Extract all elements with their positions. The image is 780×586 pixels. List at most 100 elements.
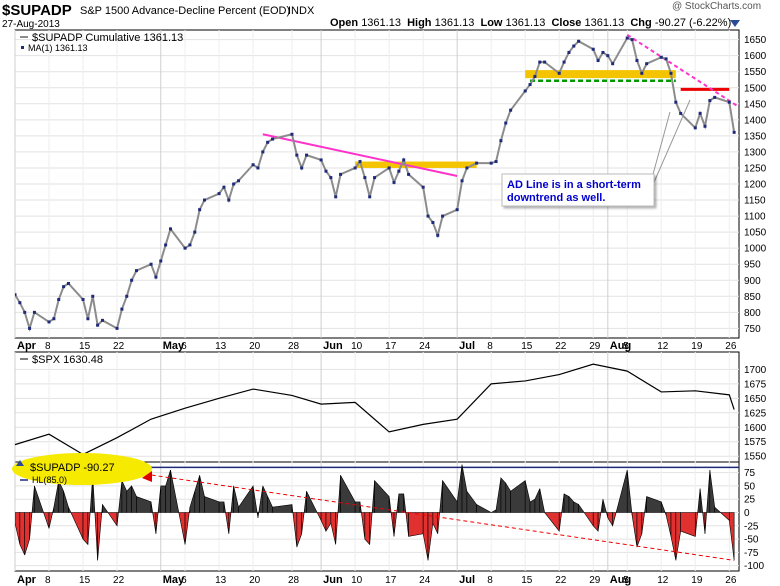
day-label-bottom: 17 [385,575,397,586]
indicator-area [694,512,699,537]
main-y-tick-label: 900 [744,276,761,287]
ma-point [596,58,600,62]
indicator-area [116,512,119,526]
symbol-title: $SUPADP [2,2,72,19]
main-y-tick-label: 1150 [744,196,766,207]
day-label-top: 20 [249,341,261,352]
spx-legend: $SPX 1630.48 [32,354,103,366]
ma-point [402,158,406,162]
ma-point [86,317,90,321]
ma-point [572,44,576,48]
ma-point [557,71,561,75]
indicator-area [92,475,96,513]
day-label-top: 8 [45,341,51,352]
ma-point [251,163,255,167]
day-label-top: 29 [589,341,601,352]
ma-point [645,62,649,66]
ma-point [606,54,610,58]
ma-point [159,259,163,263]
ma-point [329,176,333,180]
main-y-tick-label: 1250 [744,163,767,174]
indicator-area [437,512,441,534]
day-label-top: 10 [351,341,363,352]
ma-point [57,298,61,301]
day-label-top: 24 [419,341,431,352]
month-label-top: May [163,340,185,352]
ma-point [475,161,479,165]
indicator-area [393,512,398,537]
ma-point [319,158,323,162]
indicator-area [29,512,33,540]
indicator-area [529,498,536,513]
spx-y-tick-label: 1700 [744,365,767,376]
day-label-top: 22 [113,341,125,352]
day-label-bottom: 22 [113,575,125,586]
indicator-area [699,488,704,513]
indicator-area [369,512,373,545]
ma-point [164,243,168,247]
exchange-label: INDX [288,5,315,17]
indicator-area [354,501,361,513]
indicator-area [335,512,339,545]
month-label-bottom: May [163,574,185,586]
indicator-legend-highlight [12,453,152,485]
ma-point [528,83,532,87]
ma-point [15,293,17,297]
day-label-top: 8 [487,341,493,352]
triangle-down-icon[interactable] [730,20,740,28]
indicator-area [82,512,89,546]
ma-point [28,326,32,330]
ma-point [18,301,22,305]
watermark: @ StockCharts.com [672,1,762,12]
ma-point [81,298,85,301]
indicator-area [48,512,54,529]
day-label-top: 22 [555,341,567,352]
indicator-y-tick-label: -100 [744,561,764,572]
indicator-area [612,512,617,526]
ma-point [640,71,644,75]
indicator-area [150,501,154,513]
ma-point [567,50,571,54]
ma-point [630,38,634,42]
main-y-tick-label: 1100 [744,212,766,223]
ma-point [708,99,712,103]
ma-point [543,60,547,64]
ma-point [261,150,265,154]
highlight-zone [355,161,477,168]
main-y-tick-label: 1050 [744,228,767,239]
indicator-area [597,512,602,532]
ma-point [23,310,27,314]
indicator-area [301,512,305,534]
highlight-zone [525,70,676,79]
main-y-tick-label: 1450 [744,99,767,110]
ma-point [154,275,158,279]
ma-point [324,169,328,173]
ma-point [611,62,615,66]
indicator-area [218,501,225,513]
indicator-area [364,512,371,546]
spx-y-tick-label: 1575 [744,437,767,448]
indicator-area [87,512,91,545]
day-label-bottom: 22 [555,575,567,586]
main-y-tick-label: 1400 [744,115,767,126]
ma-point [421,185,425,189]
ma-point [217,192,221,196]
month-label-bottom: Apr [17,574,37,586]
day-label-top: 15 [79,341,91,352]
ma-point [577,39,581,43]
low-label: Low [480,17,503,29]
ma-point [295,153,299,157]
month-label-top: Aug [610,340,631,352]
ma-point [431,221,435,224]
ma-point [533,75,537,79]
indicator-y-tick-label: 50 [744,481,756,492]
ma-point [426,214,430,218]
indicator-area [704,512,707,534]
day-label-bottom: 24 [419,575,431,586]
month-label-top: Apr [17,340,37,352]
callout-line-2: downtrend as well. [507,192,605,204]
main-y-tick-label: 850 [744,292,761,303]
chg-value: -90.27 (-6.22%) [654,17,732,29]
callout: AD Line is in a short-term downtrend as … [501,99,691,207]
